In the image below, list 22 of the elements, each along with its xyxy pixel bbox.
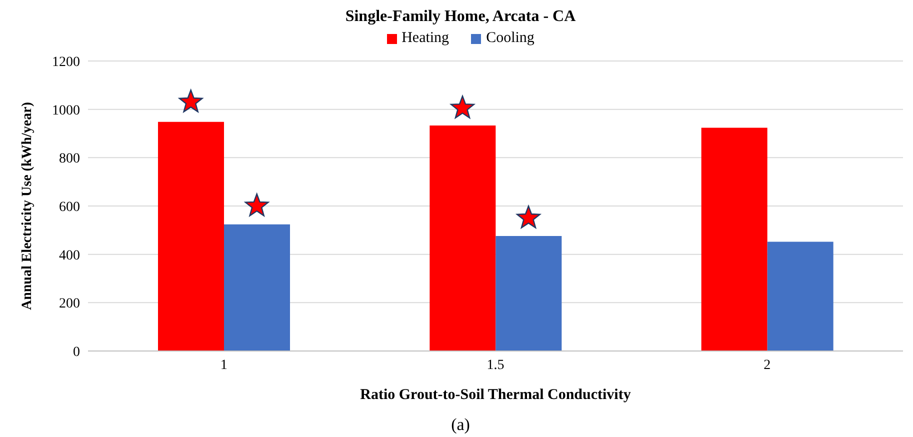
x-tick-label: 1 — [220, 358, 228, 373]
y-tick-label: 200 — [59, 296, 80, 312]
y-axis-title: Annual Electricity Use (kWh/year) — [20, 102, 35, 310]
x-axis-title: Ratio Grout-to-Soil Thermal Conductivity — [360, 387, 632, 403]
bar — [224, 224, 290, 351]
x-tick-label: 1.5 — [486, 358, 504, 373]
bar — [430, 126, 496, 351]
y-tick-label: 0 — [73, 344, 80, 360]
legend-label: Cooling — [485, 30, 534, 47]
y-tick-label: 1200 — [52, 54, 80, 70]
bar — [767, 242, 834, 351]
y-tick-label: 600 — [59, 200, 80, 215]
y-tick-label: 800 — [59, 152, 80, 167]
bar — [701, 128, 768, 351]
x-tick-label: 2 — [764, 358, 771, 373]
y-tick-label: 1000 — [52, 103, 80, 118]
chart-title: Single-Family Home, Arcata - CA — [344, 8, 577, 26]
bar — [158, 122, 224, 351]
bar — [496, 236, 562, 351]
y-tick-label: 400 — [59, 248, 80, 264]
legend-label: Heating — [400, 30, 450, 47]
text: (a) — [450, 415, 471, 435]
